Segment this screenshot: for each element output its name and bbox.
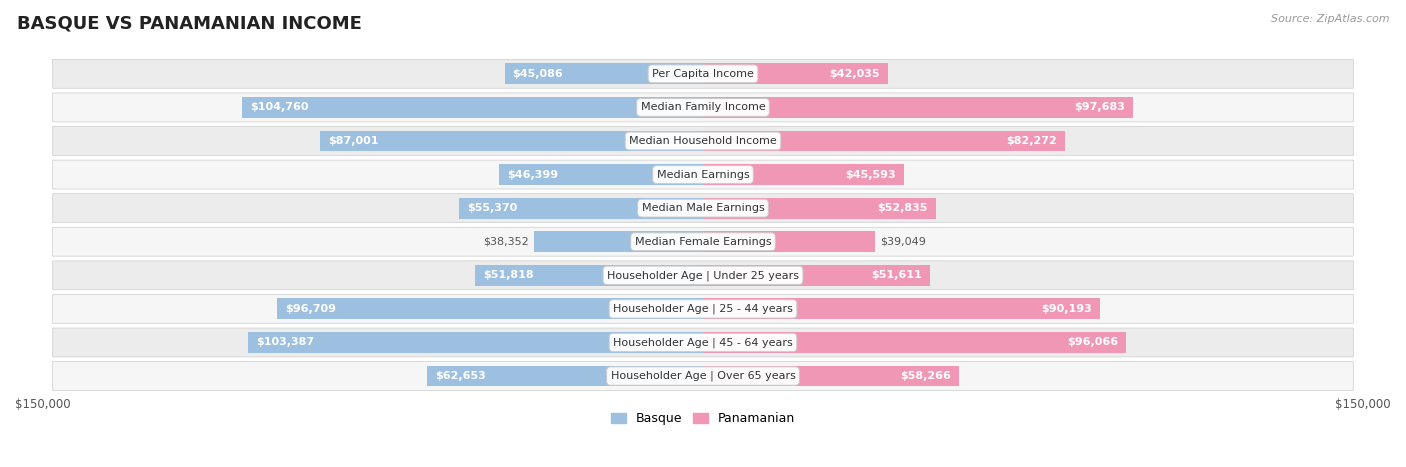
Text: $90,193: $90,193 [1042, 304, 1092, 314]
Bar [499, 164, 703, 185]
Text: BASQUE VS PANAMANIAN INCOME: BASQUE VS PANAMANIAN INCOME [17, 14, 361, 32]
Text: $55,370: $55,370 [467, 203, 517, 213]
Text: Median Household Income: Median Household Income [628, 136, 778, 146]
Text: Median Male Earnings: Median Male Earnings [641, 203, 765, 213]
Text: Median Earnings: Median Earnings [657, 170, 749, 179]
Text: $104,760: $104,760 [250, 102, 308, 113]
FancyBboxPatch shape [52, 93, 1354, 122]
Text: $51,818: $51,818 [482, 270, 533, 280]
FancyBboxPatch shape [52, 194, 1354, 223]
Bar [703, 231, 875, 252]
Bar [321, 131, 703, 151]
Text: $42,035: $42,035 [830, 69, 880, 79]
Bar [703, 164, 904, 185]
Text: $87,001: $87,001 [328, 136, 378, 146]
Text: Median Family Income: Median Family Income [641, 102, 765, 113]
Text: $103,387: $103,387 [256, 338, 314, 347]
Text: $82,272: $82,272 [1007, 136, 1057, 146]
Bar [242, 97, 703, 118]
Text: $51,611: $51,611 [872, 270, 922, 280]
Bar [505, 64, 703, 84]
Text: Median Female Earnings: Median Female Earnings [634, 237, 772, 247]
Text: Per Capita Income: Per Capita Income [652, 69, 754, 79]
Text: $38,352: $38,352 [484, 237, 529, 247]
Bar [247, 332, 703, 353]
Bar [703, 131, 1066, 151]
FancyBboxPatch shape [52, 328, 1354, 357]
FancyBboxPatch shape [52, 227, 1354, 256]
Bar [703, 366, 959, 387]
FancyBboxPatch shape [52, 160, 1354, 189]
Bar [475, 265, 703, 286]
Text: $39,049: $39,049 [880, 237, 927, 247]
Text: Householder Age | Under 25 years: Householder Age | Under 25 years [607, 270, 799, 281]
Text: Householder Age | Over 65 years: Householder Age | Over 65 years [610, 371, 796, 381]
Bar [460, 198, 703, 219]
Bar [703, 298, 1099, 319]
Bar [277, 298, 703, 319]
Bar [427, 366, 703, 387]
Bar [703, 97, 1133, 118]
Text: Householder Age | 25 - 44 years: Householder Age | 25 - 44 years [613, 304, 793, 314]
Bar [703, 332, 1126, 353]
FancyBboxPatch shape [52, 294, 1354, 323]
FancyBboxPatch shape [52, 261, 1354, 290]
Bar [703, 198, 935, 219]
Legend: Basque, Panamanian: Basque, Panamanian [606, 407, 800, 430]
Text: $96,066: $96,066 [1067, 338, 1118, 347]
Text: $58,266: $58,266 [901, 371, 952, 381]
Bar [703, 64, 889, 84]
FancyBboxPatch shape [52, 59, 1354, 88]
Text: $52,835: $52,835 [877, 203, 928, 213]
Text: Householder Age | 45 - 64 years: Householder Age | 45 - 64 years [613, 337, 793, 348]
Text: $62,653: $62,653 [436, 371, 486, 381]
Bar [703, 265, 931, 286]
Bar [534, 231, 703, 252]
Text: $45,593: $45,593 [845, 170, 896, 179]
Text: $46,399: $46,399 [506, 170, 558, 179]
FancyBboxPatch shape [52, 127, 1354, 156]
Text: $97,683: $97,683 [1074, 102, 1125, 113]
Text: Source: ZipAtlas.com: Source: ZipAtlas.com [1271, 14, 1389, 24]
Text: $96,709: $96,709 [285, 304, 336, 314]
FancyBboxPatch shape [52, 361, 1354, 390]
Text: $45,086: $45,086 [513, 69, 564, 79]
